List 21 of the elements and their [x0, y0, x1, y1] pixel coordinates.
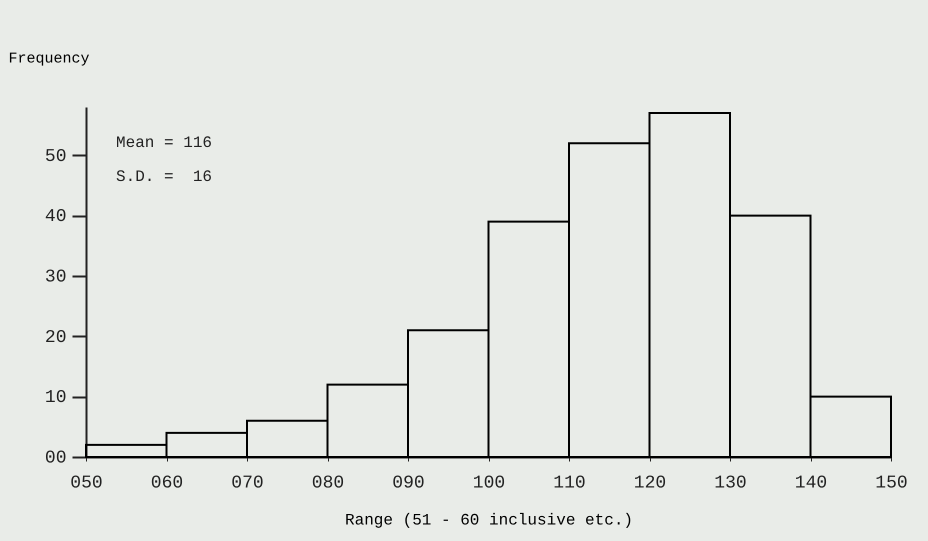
x-tick-label: 140	[794, 474, 828, 494]
x-axis-title: Range (51 - 60 inclusive etc.)	[344, 512, 634, 530]
x-tick-label: 080	[312, 474, 344, 494]
x-tick-label: 130	[714, 474, 747, 494]
x-tick-label: 100	[472, 474, 506, 494]
x-tick-label: 120	[634, 474, 666, 494]
y-tick-label: 00	[44, 448, 66, 468]
y-tick-label: 50	[44, 146, 66, 167]
x-tick-label: 110	[553, 474, 586, 494]
y-axis-title: Frequency	[8, 50, 90, 68]
x-tick-label: 050	[70, 474, 103, 494]
annotation: Mean = 116	[116, 134, 212, 152]
x-tick-label: 090	[392, 474, 425, 494]
y-tick-label: 20	[44, 328, 66, 348]
y-tick-label: 10	[44, 388, 66, 408]
y-tick-label: 30	[44, 267, 66, 288]
x-tick-label: 060	[150, 474, 184, 494]
y-tick-label: 40	[44, 207, 66, 228]
x-tick-label: 150	[875, 474, 908, 494]
x-tick-label: 070	[231, 474, 264, 494]
annotation: S.D. = 16	[116, 168, 212, 186]
